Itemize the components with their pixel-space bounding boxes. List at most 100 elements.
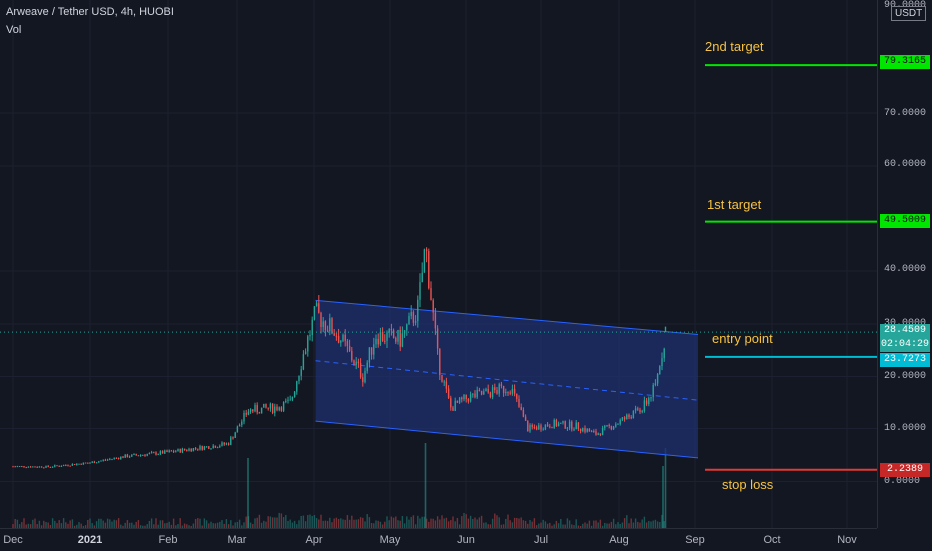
volume-bar bbox=[278, 512, 280, 528]
candle-body bbox=[234, 432, 236, 438]
volume-bar bbox=[505, 518, 507, 528]
price-tick: 60.0000 bbox=[884, 159, 927, 170]
symbol-title[interactable]: Arweave / Tether USD, 4h, HUOBI bbox=[6, 6, 174, 18]
candle-body bbox=[648, 398, 650, 405]
volume-bar bbox=[656, 521, 659, 528]
candle-body bbox=[619, 419, 621, 424]
volume-bar bbox=[150, 518, 153, 528]
volume-bar bbox=[313, 515, 316, 528]
candle-body bbox=[278, 407, 280, 411]
candle-body bbox=[197, 448, 199, 450]
volume-bar bbox=[289, 519, 291, 528]
volume-bar bbox=[436, 516, 439, 528]
volume-bar bbox=[662, 466, 664, 528]
volume-bar bbox=[397, 520, 399, 528]
volume-bar bbox=[575, 519, 577, 528]
channel-upper-line[interactable] bbox=[315, 299, 699, 335]
volume-bar bbox=[203, 518, 206, 528]
volume-bar bbox=[238, 519, 241, 528]
candle-body bbox=[590, 431, 593, 433]
candle-body bbox=[533, 426, 536, 428]
volume-bar bbox=[664, 448, 667, 528]
candle-body bbox=[425, 249, 428, 252]
price-scale[interactable]: 90.0000 70.0000 60.0000 40.0000 30.0000 … bbox=[877, 0, 932, 528]
volume-bar bbox=[428, 521, 430, 528]
candle-body bbox=[632, 410, 635, 419]
candle-body bbox=[553, 419, 555, 428]
candle-body bbox=[652, 385, 654, 398]
candle-body bbox=[27, 466, 30, 468]
candle-body bbox=[527, 420, 529, 432]
channel-lower-line[interactable] bbox=[315, 420, 699, 459]
volume-bars bbox=[12, 443, 667, 528]
volume-bar bbox=[443, 518, 445, 528]
candle-body bbox=[161, 451, 164, 454]
volume-bar bbox=[95, 521, 98, 528]
candle-body bbox=[183, 448, 186, 451]
candle-body bbox=[340, 340, 342, 343]
candle-body bbox=[181, 448, 184, 453]
target2-label[interactable]: 2nd target bbox=[705, 39, 764, 54]
volume-bar bbox=[476, 519, 478, 528]
volume-bar bbox=[626, 515, 628, 528]
time-tick: Aug bbox=[609, 534, 629, 546]
candle-body bbox=[447, 388, 450, 399]
candle-body bbox=[300, 369, 302, 376]
candle-body bbox=[612, 426, 615, 430]
volume-bar bbox=[155, 518, 157, 528]
volume-bar bbox=[320, 514, 322, 528]
time-scale[interactable]: Dec 2021 Feb Mar Apr May Jun Jul Aug Sep… bbox=[0, 528, 877, 551]
volume-bar bbox=[51, 518, 54, 528]
currency-unit-badge[interactable]: USDT bbox=[891, 6, 927, 21]
volume-bar bbox=[18, 524, 21, 528]
volume-bar bbox=[478, 517, 481, 528]
volume-bar bbox=[388, 520, 390, 528]
candle-body bbox=[307, 336, 309, 352]
candle-body bbox=[45, 465, 47, 468]
volume-bar bbox=[25, 524, 27, 528]
candle-body bbox=[604, 425, 606, 428]
candle-body bbox=[529, 424, 531, 432]
volume-bar bbox=[260, 522, 263, 528]
volume-bar bbox=[192, 523, 195, 528]
volume-bar bbox=[201, 525, 203, 528]
volume-bar bbox=[245, 516, 247, 528]
candle-body bbox=[390, 328, 393, 331]
volume-indicator-label[interactable]: Vol bbox=[6, 24, 22, 36]
volume-bar bbox=[467, 518, 470, 528]
volume-bar bbox=[291, 522, 294, 528]
candle-body bbox=[126, 454, 129, 458]
volume-bar bbox=[346, 515, 349, 528]
candle-body bbox=[388, 328, 390, 333]
volume-bar bbox=[293, 520, 296, 528]
volume-bar bbox=[223, 523, 225, 528]
candle-body bbox=[54, 465, 56, 467]
candle-body bbox=[291, 397, 294, 400]
volume-bar bbox=[190, 525, 192, 528]
time-tick: Feb bbox=[158, 534, 178, 546]
volume-bar bbox=[533, 518, 536, 528]
volume-bar bbox=[619, 524, 621, 528]
volume-bar bbox=[513, 517, 516, 528]
price-tick: 90.0000 bbox=[884, 0, 926, 11]
candle-body bbox=[476, 390, 478, 398]
time-tick: Oct bbox=[763, 534, 781, 546]
candle-body bbox=[170, 450, 173, 452]
volume-bar bbox=[529, 520, 531, 528]
volume-bar bbox=[421, 516, 423, 528]
entry-label[interactable]: entry point bbox=[712, 331, 773, 346]
target1-label[interactable]: 1st target bbox=[707, 197, 762, 212]
volume-bar bbox=[175, 525, 177, 528]
volume-bar bbox=[368, 517, 371, 528]
volume-bar bbox=[100, 518, 102, 528]
volume-bar bbox=[58, 520, 60, 528]
volume-bar bbox=[318, 519, 320, 528]
volume-bar bbox=[395, 516, 397, 528]
channel-middle-line[interactable] bbox=[315, 360, 699, 401]
candle-body bbox=[153, 452, 155, 454]
volume-bar bbox=[304, 521, 307, 528]
stop-loss-label[interactable]: stop loss bbox=[722, 477, 774, 492]
candle-body bbox=[597, 433, 599, 435]
candle-body bbox=[661, 358, 663, 367]
